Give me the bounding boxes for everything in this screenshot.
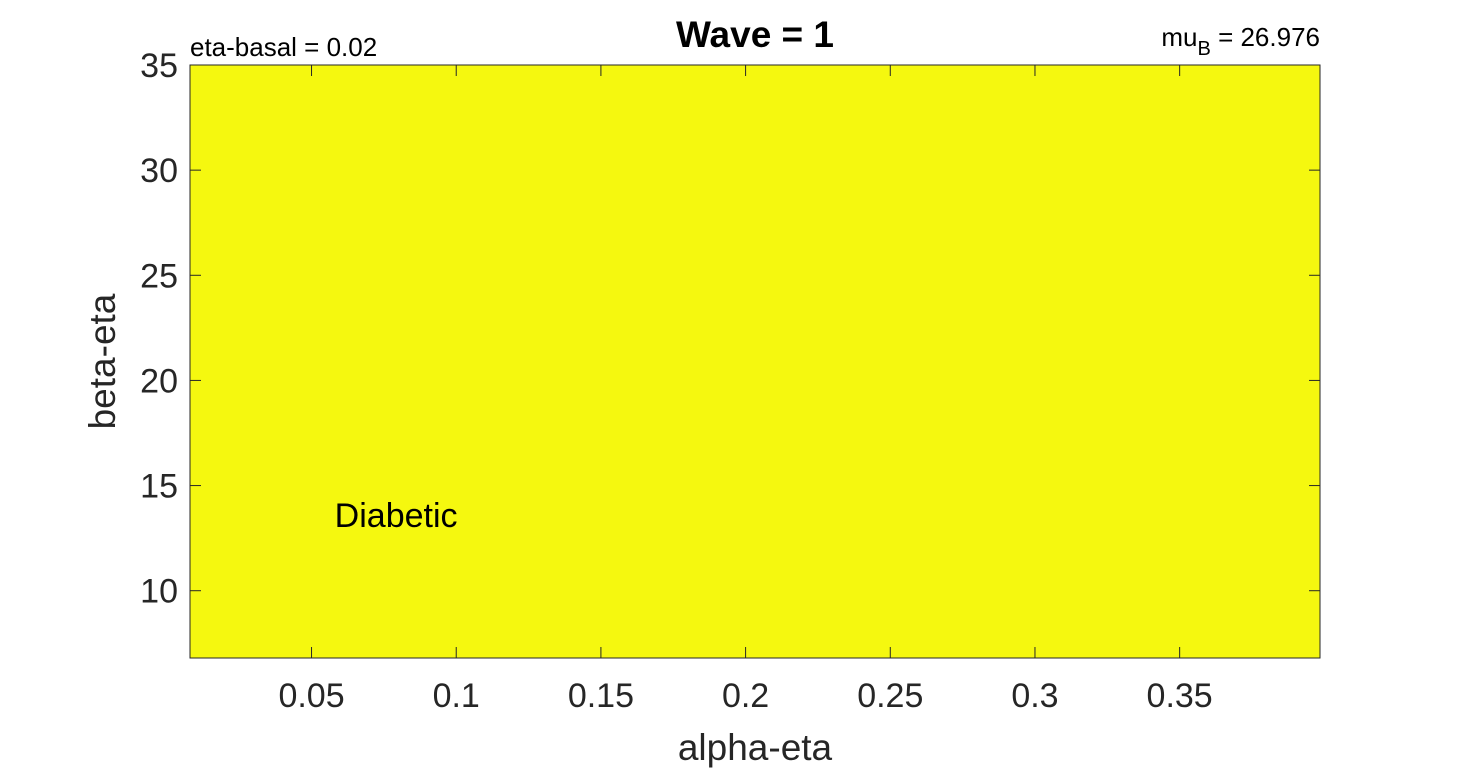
x-tick-label: 0.3 xyxy=(1011,677,1058,715)
mu-b-note: muB = 26.976 xyxy=(1161,22,1320,60)
chart-title: Wave = 1 xyxy=(676,14,834,55)
diabetic-region xyxy=(190,65,1320,658)
y-tick-label: 30 xyxy=(140,152,178,190)
x-axis-title: alpha-eta xyxy=(678,727,833,768)
x-tick-label: 0.05 xyxy=(278,677,344,715)
ticks-layer: 0.05 0.1 0.15 0.2 0.25 0.3 0.35 10 15 20 25 30 35 xyxy=(140,47,1320,715)
y-tick-label: 15 xyxy=(140,468,178,506)
plot-box xyxy=(189,64,1321,659)
x-tick-label: 0.1 xyxy=(433,677,480,715)
y-tick-label: 10 xyxy=(140,573,178,611)
y-tick-label: 35 xyxy=(140,47,178,85)
x-tick-label: 0.2 xyxy=(722,677,769,715)
mu-b-note-suffix: = 26.976 xyxy=(1211,22,1320,52)
y-tick-label: 25 xyxy=(140,257,178,295)
y-tick-label: 20 xyxy=(140,362,178,400)
y-axis-title: beta-eta xyxy=(82,293,123,429)
mu-b-note-prefix: mu xyxy=(1161,22,1197,52)
region-label: Diabetic xyxy=(335,497,458,535)
x-tick-label: 0.35 xyxy=(1147,677,1213,715)
x-tick-label: 0.15 xyxy=(568,677,634,715)
x-tick-label: 0.25 xyxy=(857,677,923,715)
mu-b-note-subscript: B xyxy=(1198,38,1211,60)
eta-basal-note: eta-basal = 0.02 xyxy=(190,32,377,62)
